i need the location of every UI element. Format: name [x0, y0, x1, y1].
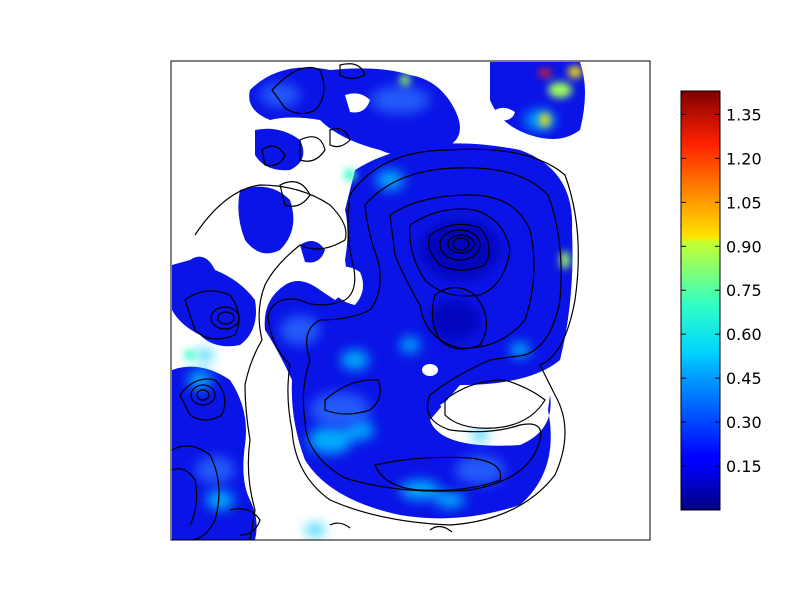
heatmap-holes [330, 93, 540, 428]
heatmap-map [171, 62, 585, 540]
colorbar-gradient [680, 90, 721, 511]
colorbar-tick-label: 0.15 [726, 457, 762, 476]
colorbar-tick-label: 1.05 [726, 193, 762, 212]
colorbar-tick-label: 1.35 [726, 105, 762, 124]
heatmap-hot-spots [184, 66, 582, 360]
colorbar-tick-label: 0.30 [726, 413, 762, 432]
colorbar: 0.15 0.30 0.45 0.60 0.75 0.90 1.05 1.20 1.35 [680, 90, 762, 511]
colorbar-tick-label: 0.45 [726, 369, 762, 388]
axes-frame [170, 60, 651, 541]
colorbar-tick-label: 1.20 [726, 149, 762, 168]
colorbar-ticks: 0.15 0.30 0.45 0.60 0.75 0.90 1.05 1.20 1.35 [681, 105, 762, 476]
colorbar-tick-label: 0.60 [726, 325, 762, 344]
contour-lines [171, 63, 579, 540]
colorbar-tick-label: 0.90 [726, 237, 762, 256]
colorbar-tick-label: 0.75 [726, 281, 762, 300]
heatmap-midblue-patches [195, 83, 505, 485]
